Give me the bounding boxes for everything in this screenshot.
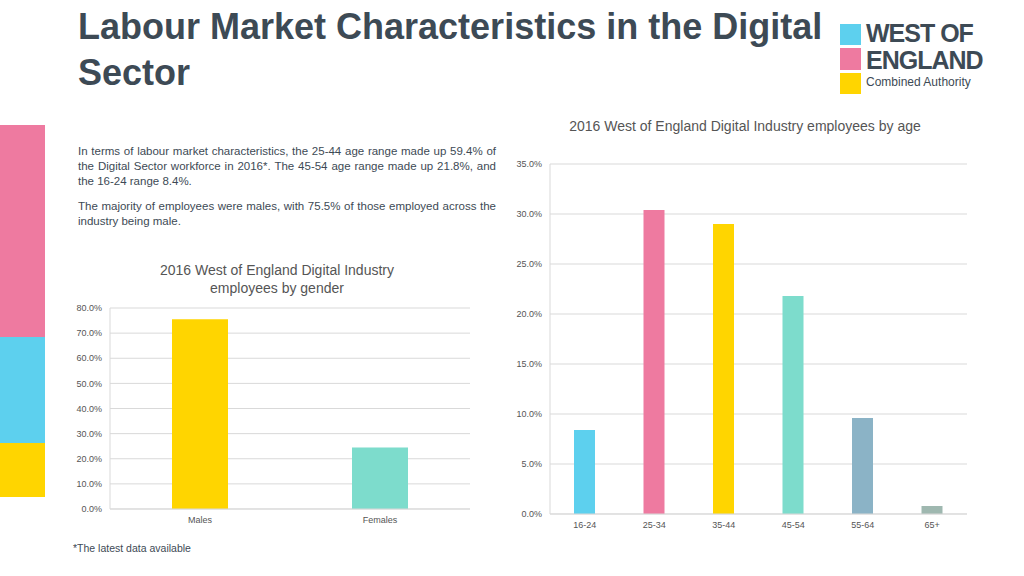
svg-text:25-34: 25-34: [643, 520, 666, 530]
html-text:WEST OF: WEST OF: [866, 19, 973, 47]
svg-text:20.0%: 20.0%: [516, 309, 542, 319]
svg-text:70.0%: 70.0%: [76, 328, 102, 338]
svg-text:10.0%: 10.0%: [76, 479, 102, 489]
html-text:*The latest data available: *The latest data available: [73, 542, 191, 554]
svg-text:30.0%: 30.0%: [76, 429, 102, 439]
svg-text:60.0%: 60.0%: [76, 353, 102, 363]
svg-text:55-64: 55-64: [851, 520, 874, 530]
html-text:2016 West of England Digital I: 2016 West of England Digital Industry em…: [160, 262, 394, 296]
html-text:Combined Authority: Combined Authority: [866, 75, 971, 89]
svg-text:30.0%: 30.0%: [516, 209, 542, 219]
html-text:ENGLAND: ENGLAND: [866, 46, 983, 74]
svg-text:16-24: 16-24: [573, 520, 596, 530]
svg-text:15.0%: 15.0%: [516, 359, 542, 369]
svg-text:35-44: 35-44: [712, 520, 735, 530]
html-text:Labour Market Characteristics: Labour Market Characteristics in the Dig…: [78, 6, 823, 93]
svg-text:20.0%: 20.0%: [76, 454, 102, 464]
html-text:In terms of labour market char: In terms of labour market characteristic…: [78, 145, 496, 187]
svg-text:Females: Females: [363, 515, 398, 525]
html-text:The majority of employees were: The majority of employees were males, wi…: [78, 200, 496, 227]
svg-text:40.0%: 40.0%: [76, 404, 102, 414]
svg-text:45-54: 45-54: [782, 520, 805, 530]
svg-text:5.0%: 5.0%: [521, 459, 542, 469]
svg-text:35.0%: 35.0%: [516, 159, 542, 169]
svg-text:65+: 65+: [925, 520, 940, 530]
svg-text:50.0%: 50.0%: [76, 379, 102, 389]
svg-text:0.0%: 0.0%: [81, 504, 102, 514]
svg-text:10.0%: 10.0%: [516, 409, 542, 419]
html-text:2016 West of England Digital I: 2016 West of England Digital Industry em…: [569, 118, 921, 134]
svg-text:Males: Males: [188, 515, 213, 525]
svg-text:0.0%: 0.0%: [521, 509, 542, 519]
svg-text:25.0%: 25.0%: [516, 259, 542, 269]
svg-text:80.0%: 80.0%: [76, 303, 102, 313]
